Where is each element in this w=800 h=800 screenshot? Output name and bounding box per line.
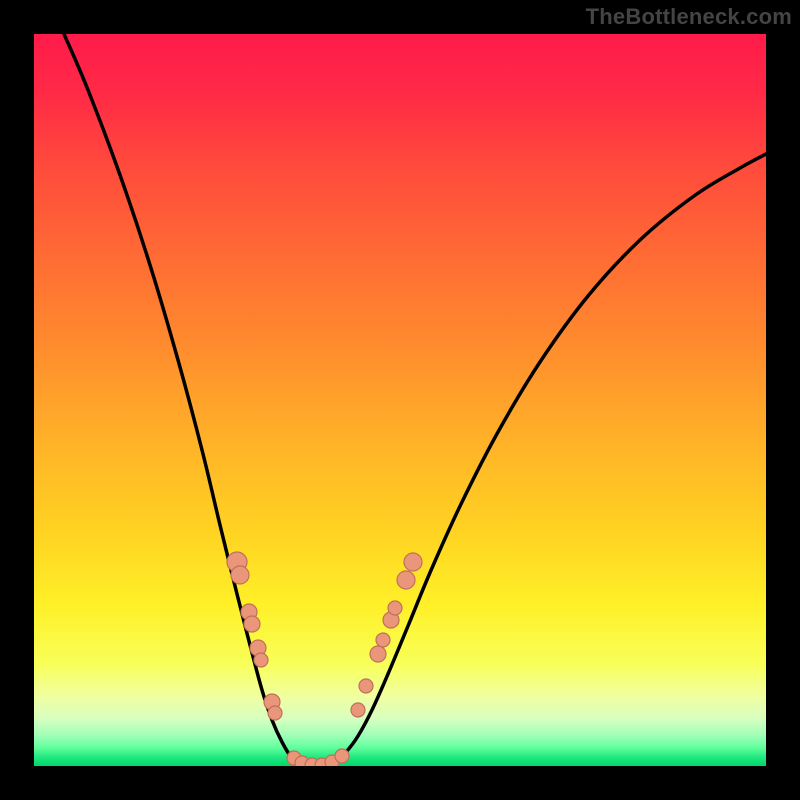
marker-bottom-5 — [335, 749, 349, 763]
marker-right-6 — [397, 571, 415, 589]
watermark-text: TheBottleneck.com — [586, 4, 792, 30]
marker-right-1 — [359, 679, 373, 693]
marker-right-0 — [351, 703, 365, 717]
marker-left-5 — [254, 653, 268, 667]
marker-left-1 — [231, 566, 249, 584]
plot-area-gradient — [34, 34, 766, 766]
bottleneck-chart — [0, 0, 800, 800]
marker-left-3 — [244, 616, 260, 632]
chart-canvas: TheBottleneck.com — [0, 0, 800, 800]
marker-right-2 — [370, 646, 386, 662]
marker-right-7 — [404, 553, 422, 571]
marker-right-5 — [388, 601, 402, 615]
marker-left-7 — [268, 706, 282, 720]
marker-right-3 — [376, 633, 390, 647]
